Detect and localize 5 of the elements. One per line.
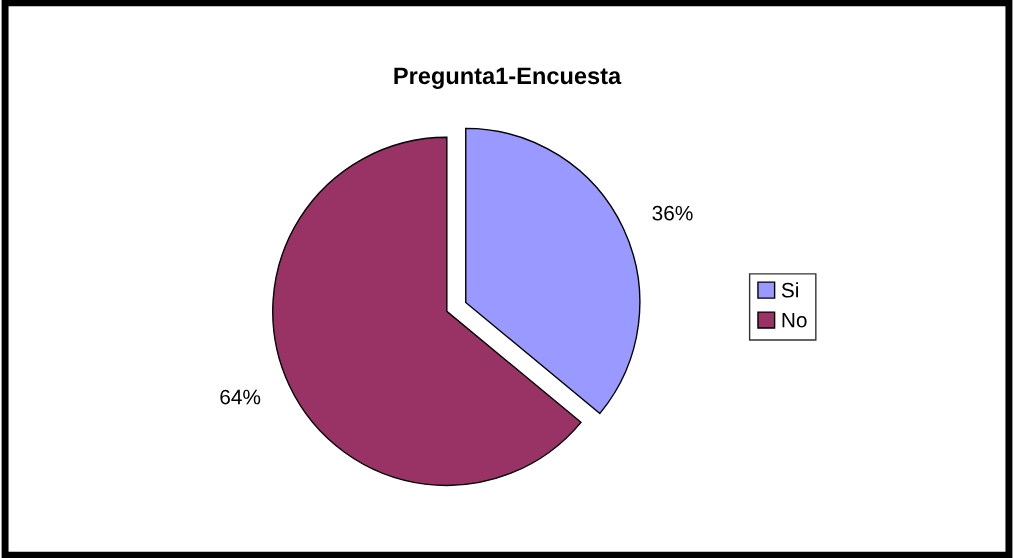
legend-label: No [782, 312, 807, 328]
data-label: 36% [652, 205, 693, 221]
chart-title: Pregunta1-Encuesta [394, 67, 622, 89]
legend-label: Si [781, 282, 798, 298]
data-label: 64% [220, 389, 261, 405]
